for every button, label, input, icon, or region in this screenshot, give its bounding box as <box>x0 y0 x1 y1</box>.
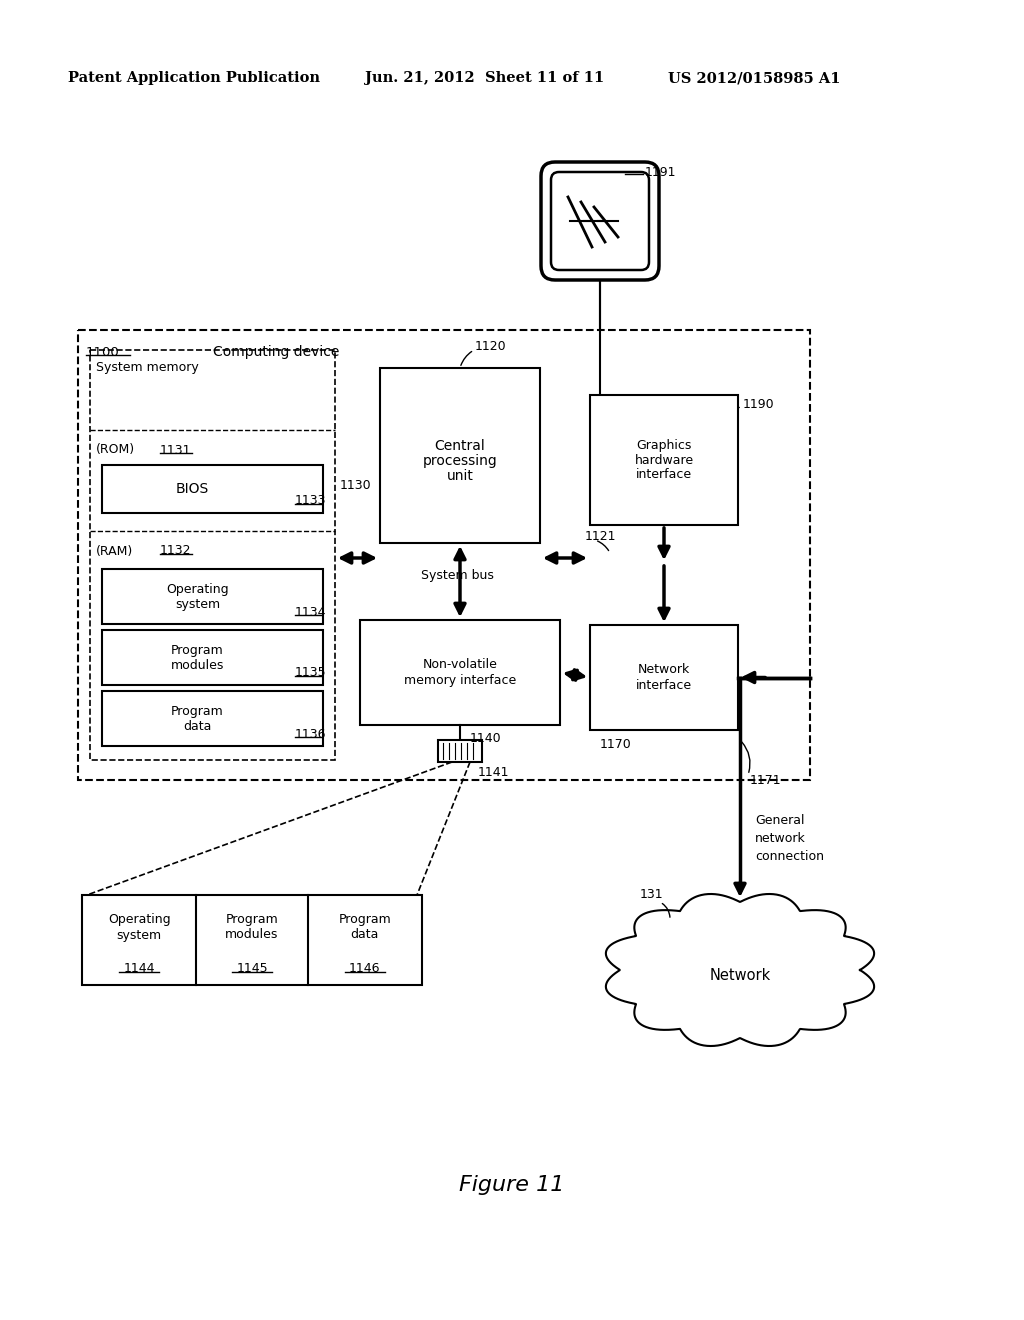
Text: System bus: System bus <box>421 569 494 582</box>
Text: Operating: Operating <box>108 913 170 927</box>
Text: Computing device: Computing device <box>213 345 339 359</box>
Text: data: data <box>183 719 212 733</box>
Text: Central: Central <box>434 438 485 453</box>
Text: Non-volatile: Non-volatile <box>423 657 498 671</box>
FancyBboxPatch shape <box>551 172 649 271</box>
Text: 1121: 1121 <box>585 529 616 543</box>
Text: 1191: 1191 <box>645 165 677 178</box>
Text: (RAM): (RAM) <box>96 544 133 557</box>
Text: 1190: 1190 <box>743 399 774 412</box>
Text: Jun. 21, 2012  Sheet 11 of 11: Jun. 21, 2012 Sheet 11 of 11 <box>365 71 604 84</box>
Text: 1120: 1120 <box>475 339 507 352</box>
Text: 1131: 1131 <box>160 444 191 457</box>
Text: 1130: 1130 <box>340 479 372 492</box>
Bar <box>590 395 738 525</box>
Text: (ROM): (ROM) <box>96 444 135 457</box>
Text: 1100: 1100 <box>86 346 120 359</box>
Text: 1145: 1145 <box>237 961 268 974</box>
Text: connection: connection <box>755 850 824 862</box>
Text: Operating: Operating <box>166 583 228 597</box>
Text: US 2012/0158985 A1: US 2012/0158985 A1 <box>668 71 841 84</box>
Bar <box>102 630 323 685</box>
Text: Program: Program <box>171 644 224 657</box>
Text: interface: interface <box>636 678 692 692</box>
Text: 1141: 1141 <box>478 766 510 779</box>
Text: 1136: 1136 <box>295 727 327 741</box>
Bar <box>90 350 335 760</box>
Text: system: system <box>175 598 220 611</box>
Text: Program: Program <box>171 705 224 718</box>
Bar <box>102 690 323 746</box>
Text: Network: Network <box>638 663 690 676</box>
Bar <box>438 741 482 762</box>
FancyBboxPatch shape <box>541 162 659 280</box>
Text: System memory: System memory <box>96 362 199 375</box>
Text: Figure 11: Figure 11 <box>460 1175 564 1195</box>
Bar <box>102 465 323 513</box>
Text: BIOS: BIOS <box>176 482 209 496</box>
Text: memory interface: memory interface <box>403 675 516 686</box>
Text: modules: modules <box>171 659 224 672</box>
Text: processing: processing <box>423 454 498 467</box>
Text: modules: modules <box>225 928 279 941</box>
Text: 1132: 1132 <box>160 544 191 557</box>
Text: 1170: 1170 <box>600 738 632 751</box>
Text: Patent Application Publication: Patent Application Publication <box>68 71 319 84</box>
Text: data: data <box>350 928 379 941</box>
Text: 1140: 1140 <box>470 733 502 746</box>
Text: interface: interface <box>636 467 692 480</box>
Text: hardware: hardware <box>635 454 693 466</box>
Bar <box>590 624 738 730</box>
Text: 1144: 1144 <box>123 961 155 974</box>
Text: 1135: 1135 <box>295 667 327 680</box>
Text: 1171: 1171 <box>750 774 781 787</box>
Text: 131: 131 <box>640 888 664 902</box>
Text: General: General <box>755 813 805 826</box>
Text: Program: Program <box>225 913 279 927</box>
Text: 1133: 1133 <box>295 495 327 507</box>
Bar <box>78 330 810 780</box>
Text: 1134: 1134 <box>295 606 327 619</box>
Text: network: network <box>755 832 806 845</box>
Text: 1146: 1146 <box>349 961 381 974</box>
Text: unit: unit <box>446 469 473 483</box>
Bar <box>380 368 540 543</box>
Text: Graphics: Graphics <box>636 440 691 453</box>
Text: system: system <box>117 928 162 941</box>
Bar <box>102 569 323 624</box>
Polygon shape <box>606 894 874 1045</box>
Bar <box>360 620 560 725</box>
Text: Program: Program <box>339 913 391 927</box>
Text: Network: Network <box>710 968 771 982</box>
Bar <box>82 895 422 985</box>
